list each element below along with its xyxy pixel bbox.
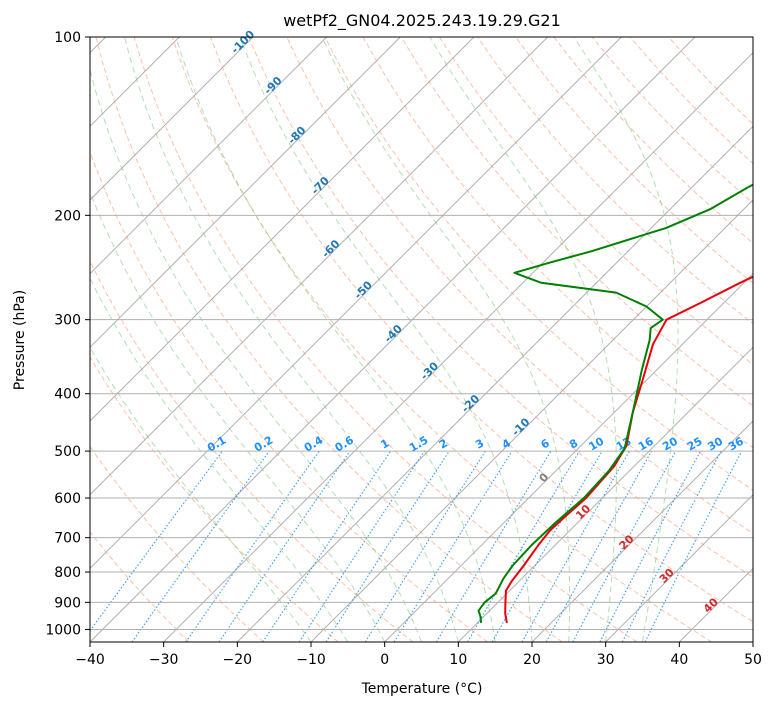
x-tick-label: 30 bbox=[597, 652, 615, 668]
isotherm-line bbox=[90, 37, 254, 201]
dry-adiabat-line bbox=[438, 37, 753, 366]
mixing-ratio-line bbox=[364, 450, 486, 642]
y-axis-label: Pressure (hPa) bbox=[12, 290, 28, 390]
x-tick-label: 0 bbox=[380, 652, 389, 668]
pressure-gridlines bbox=[90, 37, 753, 630]
y-tick-label: 600 bbox=[54, 491, 81, 507]
moist-adiabat-line bbox=[321, 37, 571, 642]
moist-adiabat-line bbox=[90, 190, 386, 642]
mixing-ratio-line bbox=[325, 450, 450, 642]
isotherm-line bbox=[605, 493, 753, 642]
dry-adiabat-line bbox=[90, 531, 190, 642]
mixing-ratio-line bbox=[298, 450, 425, 642]
mixing-ratio-line bbox=[545, 450, 653, 642]
dry-adiabat-line bbox=[90, 445, 264, 642]
x-tick-label: 10 bbox=[449, 652, 467, 668]
dewpoint-profile-line bbox=[477, 183, 753, 624]
x-tick-label: 40 bbox=[670, 652, 688, 668]
moist-adiabat-line bbox=[90, 277, 349, 642]
mixing-ratio-line bbox=[521, 450, 630, 642]
dry-adiabat-line bbox=[400, 37, 753, 407]
mixing-ratio-line bbox=[572, 450, 677, 642]
moist-adiabat-line bbox=[429, 37, 617, 642]
y-tick-label: 800 bbox=[54, 565, 81, 581]
y-tick-label: 1000 bbox=[45, 622, 81, 638]
isotherm-line bbox=[384, 272, 753, 642]
temperature-profile-line bbox=[504, 275, 753, 624]
dry-adiabat-line bbox=[133, 37, 638, 642]
dry-adiabat-line bbox=[171, 37, 712, 642]
isotherm-line bbox=[163, 51, 753, 642]
dry-adiabat-line bbox=[90, 150, 488, 642]
isotherm-line bbox=[90, 37, 475, 422]
y-tick-label: 700 bbox=[54, 531, 81, 547]
sounding-profiles bbox=[477, 183, 753, 624]
moist-adiabat-line bbox=[573, 37, 679, 642]
mixing-ratio-line bbox=[621, 450, 722, 642]
mixing-ratio-line bbox=[185, 450, 320, 642]
dry-adiabat-line bbox=[95, 37, 563, 642]
isotherm-line bbox=[90, 37, 401, 349]
dry-adiabat-line bbox=[90, 356, 339, 642]
y-tick-label: 300 bbox=[54, 313, 81, 329]
y-tick-label: 500 bbox=[54, 444, 81, 460]
mixing-ratio-line bbox=[218, 450, 351, 642]
mixing-ratio-line bbox=[262, 450, 392, 642]
mixing-ratio-line bbox=[435, 450, 552, 642]
chart-title: wetPf2_GN04.2025.243.19.29.G21 bbox=[283, 11, 561, 31]
x-tick-label: −30 bbox=[149, 652, 179, 668]
isotherm-line bbox=[90, 37, 328, 275]
x-tick-label: −10 bbox=[296, 652, 326, 668]
y-tick-label: 200 bbox=[54, 208, 81, 224]
x-axis-label: Temperature (°C) bbox=[361, 681, 483, 697]
x-tick-label: −20 bbox=[223, 652, 253, 668]
moist-adiabat-line bbox=[124, 37, 459, 642]
y-tick-label: 400 bbox=[54, 387, 81, 403]
dry-adiabat-line bbox=[324, 37, 753, 491]
isotherm-line bbox=[752, 641, 753, 642]
y-tick-label: 100 bbox=[54, 30, 81, 46]
x-tick-label: 50 bbox=[744, 652, 762, 668]
mixing-ratio-line bbox=[90, 450, 223, 632]
plot-background bbox=[90, 37, 753, 642]
mixing-ratio-line bbox=[393, 450, 513, 642]
dry-adiabat-line bbox=[210, 37, 753, 623]
moist-adiabat-line bbox=[90, 67, 422, 642]
dry-adiabat-line bbox=[515, 37, 753, 284]
isotherm-line bbox=[90, 37, 622, 570]
mixing-ratio-line bbox=[131, 450, 270, 642]
dry-adiabat-line bbox=[248, 37, 753, 578]
y-tick-label: 900 bbox=[54, 595, 81, 611]
moist-adiabat-line bbox=[90, 346, 312, 642]
x-tick-label: −40 bbox=[75, 652, 105, 668]
mixing-ratio-line bbox=[599, 450, 701, 642]
isotherm-line bbox=[457, 346, 753, 642]
thermo-helper-lines bbox=[90, 37, 753, 642]
isotherm-line bbox=[236, 125, 753, 642]
isotherm-line bbox=[90, 37, 549, 496]
isotherm-line bbox=[90, 37, 696, 642]
axes: −40 −30 −20 −10 0 10 20 30 40 50 100 200 300 400 500 60… bbox=[45, 30, 762, 668]
isotherm-line bbox=[531, 420, 753, 642]
mixing-ratio-line bbox=[644, 450, 743, 642]
moist-adiabat-line bbox=[239, 37, 533, 642]
dry-adiabat-line bbox=[90, 259, 414, 642]
x-tick-label: 20 bbox=[523, 652, 541, 668]
plot-frame bbox=[89, 36, 754, 643]
